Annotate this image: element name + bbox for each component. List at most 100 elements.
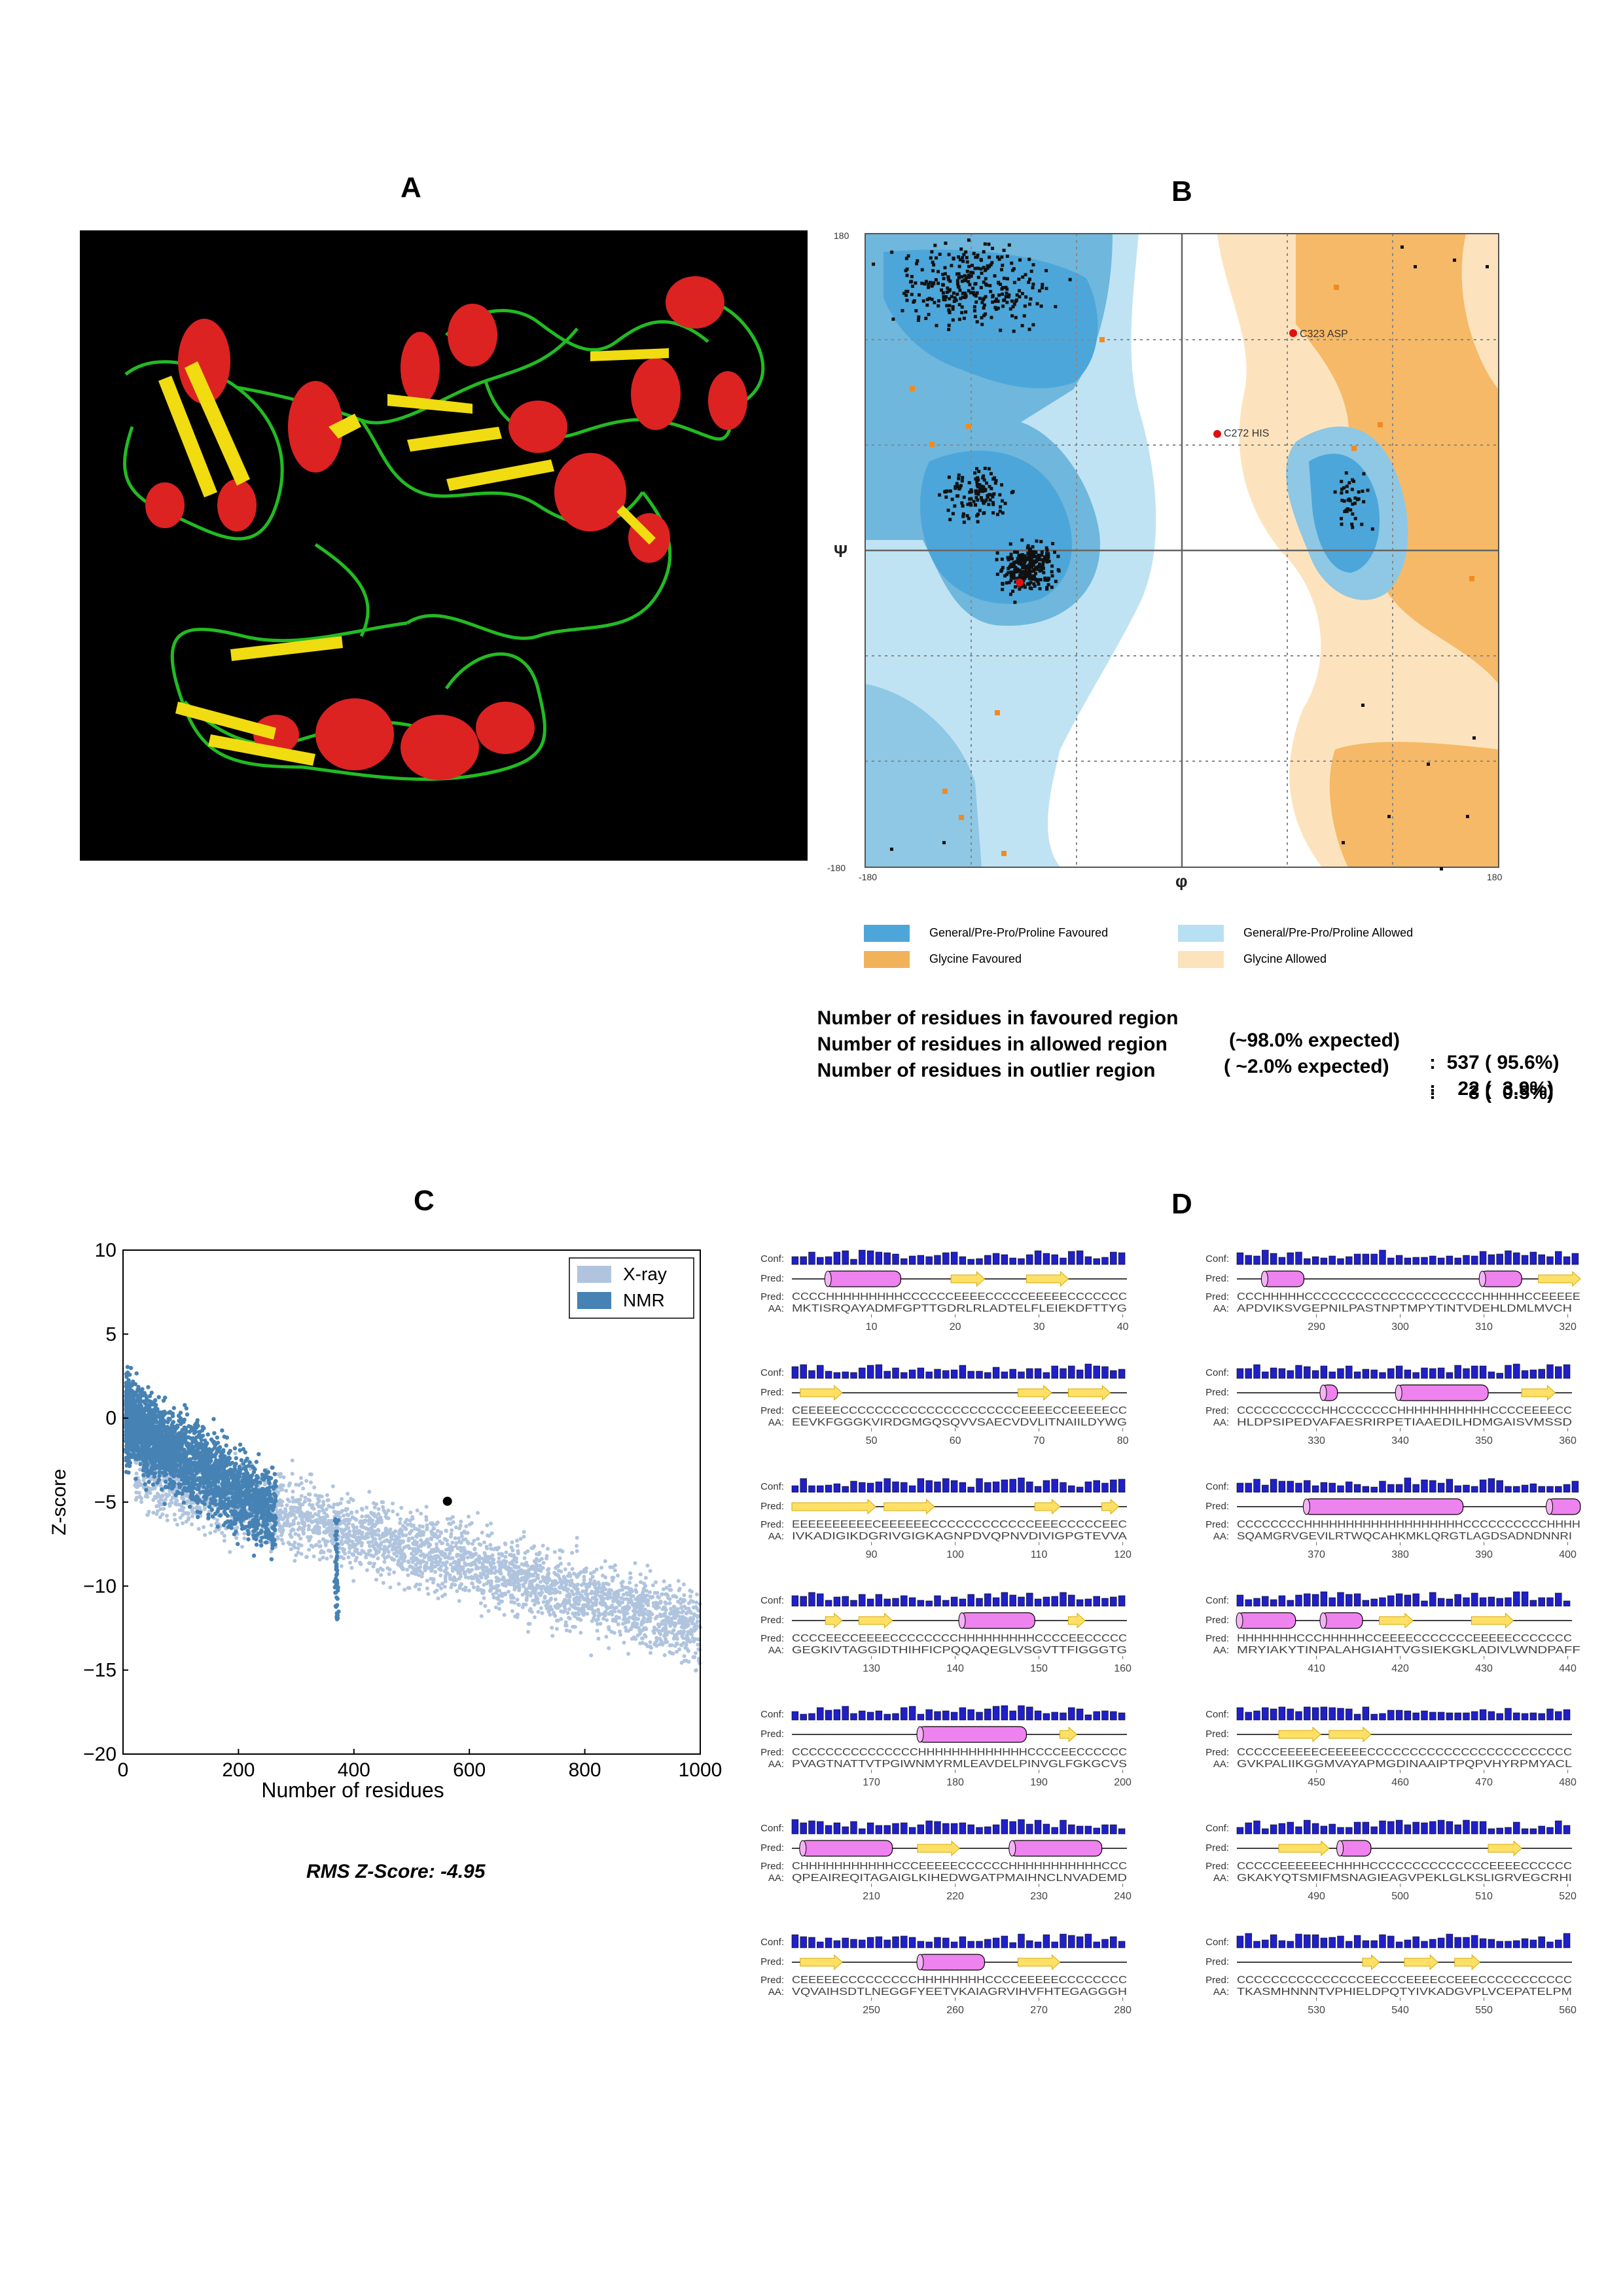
position-tick: 140 bbox=[946, 1663, 964, 1674]
nmr-points bbox=[124, 1365, 341, 1622]
prosa-zscore-chart: 0 200 400 600 800 1000 10 5 0 −5 −10 −15 −20 Number o… bbox=[48, 1240, 722, 1802]
row-label: Pred: bbox=[760, 1842, 784, 1854]
psipred-block: Conf:Pred:Pred:AA:CCCCCEEEEEECHHHHCCCCCC… bbox=[1205, 1820, 1577, 1902]
position-tick: 560 bbox=[1559, 2005, 1577, 2016]
stat-expected: ( ~2.0% expected) bbox=[1224, 1056, 1389, 1077]
row-label: Pred: bbox=[760, 1615, 784, 1626]
position-tick: 90 bbox=[866, 1549, 878, 1560]
row-label: Conf: bbox=[1205, 1709, 1229, 1720]
legend-label: General/Pre-Pro/Proline Favoured bbox=[929, 926, 1109, 939]
position-tick: 210 bbox=[863, 1891, 880, 1902]
row-label: Pred: bbox=[760, 1729, 784, 1740]
position-tick: 370 bbox=[1308, 1549, 1325, 1560]
ss-string: CCCCCCCCCCCCCCCHHHHHHHHHHHHHCCCCEECCCCCC bbox=[792, 1747, 1127, 1758]
aa-string: TKASMHNNNTVPHIELDPQTYIVKADGVPLVCEPATELPM bbox=[1237, 1986, 1572, 1998]
x-tick-label: 800 bbox=[569, 1759, 601, 1781]
row-label: Pred: bbox=[1205, 1519, 1229, 1530]
position-tick: 20 bbox=[950, 1321, 961, 1333]
position-tick: 490 bbox=[1308, 1891, 1325, 1902]
ss-string: CCCCCCCCHHHHHHHHHHHHHHHHHHHCCCCCCCCCCHHH… bbox=[1237, 1519, 1580, 1530]
row-label: Conf: bbox=[760, 1481, 784, 1492]
aa-string: VQVAIHSDTLNEGGFYEETVKAIAGRVIHVFHTEGAGGGH bbox=[792, 1986, 1127, 1998]
panel-label-a: A bbox=[401, 171, 421, 204]
psipred-block: Conf:Pred:Pred:AA:CHHHHHHHHHHHCCCEEEEECC… bbox=[760, 1819, 1132, 1902]
ss-string: CCCCEECCEEEECCCCCCCCHHHHHHHHHCCCCEECCCCC bbox=[792, 1633, 1127, 1644]
ss-string: CCCCCEEEEEECHHHHCCCCCCCCCCCCCCEEEECCCCCC bbox=[1237, 1861, 1572, 1872]
psipred-prediction: Conf:Pred:Pred:AA:CCCCHHHHHHHHHCCCCCCEEE… bbox=[760, 1249, 1581, 2016]
panel-label-c: C bbox=[414, 1185, 435, 1217]
query-point bbox=[442, 1496, 452, 1506]
stat-value: : 537 ( 95.6%) bbox=[1429, 1052, 1560, 1073]
stat-expected: (~98.0% expected) bbox=[1229, 1030, 1400, 1051]
position-tick: 70 bbox=[1033, 1435, 1045, 1446]
row-label: Conf: bbox=[1205, 1937, 1229, 1948]
row-label: Pred: bbox=[1205, 1861, 1229, 1872]
position-tick: 130 bbox=[863, 1663, 880, 1674]
stat-value: : 3 ( 0.5%) bbox=[1429, 1082, 1554, 1103]
position-tick: 350 bbox=[1475, 1435, 1493, 1446]
ss-string: CEEEEECCCCCCCCCCCCCCCCCCCCCEEEECCEEEEECC bbox=[792, 1405, 1127, 1416]
legend-label: Glycine Allowed bbox=[1243, 952, 1327, 965]
position-tick: 180 bbox=[946, 1777, 964, 1788]
row-label: Pred: bbox=[760, 1519, 784, 1530]
row-label: Pred: bbox=[1205, 1633, 1229, 1644]
position-tick: 40 bbox=[1117, 1321, 1129, 1333]
aa-string: GKAKYQTSMIFMSNAGIEAGVPEKLGLKSLIGRVEGCRHI bbox=[1237, 1873, 1572, 1884]
psipred-block: Conf:Pred:Pred:AA:CCCCCCCCHHHHHHHHHHHHHH… bbox=[1205, 1477, 1581, 1560]
row-label: Pred: bbox=[1205, 1975, 1229, 1986]
position-tick: 150 bbox=[1030, 1663, 1048, 1674]
rama-legend: General/Pre-Pro/Proline Favoured Glycine… bbox=[864, 925, 1492, 971]
position-tick: 30 bbox=[1033, 1321, 1045, 1333]
position-tick: 160 bbox=[1114, 1663, 1132, 1674]
position-tick: 460 bbox=[1391, 1777, 1409, 1788]
row-label: Pred: bbox=[760, 1501, 784, 1512]
legend-swatch bbox=[577, 1292, 611, 1309]
position-tick: 450 bbox=[1308, 1777, 1325, 1788]
row-label: AA: bbox=[1213, 1645, 1229, 1656]
position-tick: 250 bbox=[863, 2005, 880, 2016]
position-tick: 380 bbox=[1391, 1549, 1409, 1560]
position-tick: 540 bbox=[1391, 2005, 1409, 2016]
row-label: Conf: bbox=[1205, 1595, 1229, 1606]
stat-label: Number of residues in allowed region bbox=[817, 1033, 1168, 1055]
ramachandran-plot: 180 -180 -180 180 φ Ψ C323 ASP C272 HIS bbox=[827, 230, 1503, 890]
position-tick: 330 bbox=[1308, 1435, 1325, 1446]
position-tick: 510 bbox=[1475, 1891, 1493, 1902]
position-tick: 80 bbox=[1117, 1435, 1129, 1446]
position-tick: 430 bbox=[1475, 1663, 1493, 1674]
position-tick: 110 bbox=[1031, 1549, 1048, 1560]
row-label: AA: bbox=[768, 1986, 784, 1998]
row-label: Conf: bbox=[1205, 1823, 1229, 1834]
ss-string: CCCCCEEEEECEEEEECCCCCCCCCCCCCCCCCCCCCCCC bbox=[1237, 1747, 1572, 1758]
position-tick: 520 bbox=[1559, 1891, 1577, 1902]
position-tick: 200 bbox=[1114, 1777, 1132, 1788]
row-label: Pred: bbox=[1205, 1405, 1229, 1416]
y-tick-label: 10 bbox=[95, 1240, 116, 1261]
ss-string: CCCCCCCCCCCCCCCEECCCEEEECCEEECCCCCCCCCCC bbox=[1237, 1975, 1572, 1986]
position-tick: 420 bbox=[1391, 1663, 1409, 1674]
row-label: Conf: bbox=[1205, 1481, 1229, 1492]
rms-zscore-label: RMS Z-Score: -4.95 bbox=[306, 1861, 486, 1882]
row-label: Pred: bbox=[1205, 1273, 1229, 1284]
ss-string: CHHHHHHHHHHHCCCEEEEECCCCCCHHHHHHHHHHHCCC bbox=[792, 1861, 1127, 1872]
x-tick-label: 200 bbox=[222, 1759, 255, 1781]
position-tick: 220 bbox=[946, 1891, 964, 1902]
aa-string: MKTISRQAYADMFGPTTGDRLRLADTELFLEIEKDFTTYG bbox=[792, 1303, 1127, 1314]
psipred-block: Conf:Pred:Pred:AA:CCCCCCCCCCCCCCCHHHHHHH… bbox=[760, 1705, 1132, 1788]
psipred-block: Conf:Pred:Pred:AA:HHHHHHHCCCHHHHHCCEEEEC… bbox=[1205, 1591, 1580, 1674]
row-label: AA: bbox=[1213, 1759, 1229, 1770]
position-tick: 530 bbox=[1308, 2005, 1325, 2016]
row-label: Pred: bbox=[760, 1291, 784, 1302]
row-label: AA: bbox=[1213, 1531, 1229, 1542]
x-tick-label: 600 bbox=[453, 1759, 486, 1781]
psipred-block: Conf:Pred:Pred:AA:EEEEEEEEEECEEEEEECCCCC… bbox=[760, 1477, 1132, 1560]
ss-string: CCCHHHHHCCCCCCCCCCCCCCCCCCCCCHHHHHCCEEEE… bbox=[1237, 1291, 1580, 1302]
position-tick: 390 bbox=[1475, 1549, 1493, 1560]
y-tick-label: 5 bbox=[105, 1323, 116, 1345]
psipred-block: Conf:Pred:Pred:AA:CCCCCEEEEECEEEEECCCCCC… bbox=[1205, 1706, 1577, 1788]
aa-string: PVAGTNATTVTPGIWNMYRMLEAVDELPINVGLFGKGCVS bbox=[792, 1759, 1127, 1770]
rama-outlier-label: C323 ASP bbox=[1300, 329, 1348, 340]
psipred-block: Conf:Pred:Pred:AA:CCCCEECCEEEECCCCCCCCHH… bbox=[760, 1592, 1132, 1674]
psipred-block: Conf:Pred:Pred:AA:CCCHHHHHCCCCCCCCCCCCCC… bbox=[1205, 1249, 1581, 1333]
aa-string: QPEAIREQITAGAIGLKIHEDWGATPMAIHNCLNVADEMD bbox=[792, 1873, 1127, 1884]
